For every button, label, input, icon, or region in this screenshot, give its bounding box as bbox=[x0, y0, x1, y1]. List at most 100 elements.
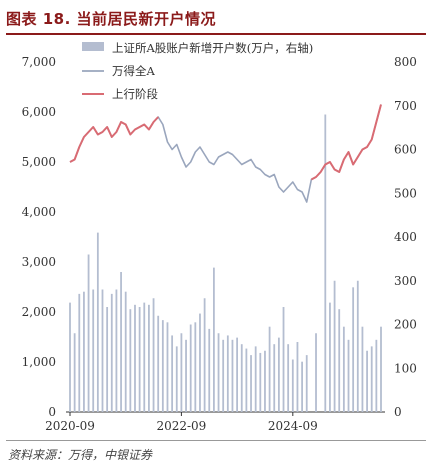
new-accounts-bar bbox=[78, 293, 81, 412]
new-accounts-bar bbox=[296, 342, 299, 412]
new-accounts-bar bbox=[203, 298, 206, 412]
chart: 0 1,000 2,000 3,000 4,000 5,000 6,000 7,000 0 100… bbox=[22, 41, 417, 433]
left-tick-label: 7,000 bbox=[22, 55, 56, 69]
new-accounts-bar bbox=[161, 320, 164, 412]
new-accounts-bar bbox=[115, 289, 118, 412]
left-tick-label: 0 bbox=[48, 405, 56, 419]
new-accounts-bar bbox=[194, 322, 197, 412]
new-accounts-bar bbox=[370, 346, 373, 412]
new-accounts-bar bbox=[259, 352, 262, 412]
new-accounts-bar bbox=[212, 267, 215, 412]
new-accounts-bar bbox=[83, 291, 85, 412]
new-accounts-bar bbox=[124, 291, 127, 412]
new-accounts-bar bbox=[352, 287, 355, 412]
new-accounts-bar bbox=[366, 350, 368, 412]
legend: 上证所A股账户新增开户数(万户，右轴) 万得全A 上行阶段 bbox=[82, 41, 313, 101]
new-accounts-bar bbox=[120, 272, 122, 412]
new-accounts-bar bbox=[171, 335, 174, 412]
new-accounts-bar bbox=[356, 280, 359, 412]
new-accounts-bar bbox=[245, 348, 248, 412]
new-accounts-bar bbox=[185, 339, 187, 412]
axes-group: 0 1,000 2,000 3,000 4,000 5,000 6,000 7,000 0 100… bbox=[22, 55, 417, 433]
right-tick-label: 600 bbox=[394, 143, 417, 157]
new-accounts-bar bbox=[291, 359, 294, 412]
new-accounts-bar bbox=[69, 302, 71, 412]
upswing-line bbox=[69, 116, 159, 163]
new-accounts-bar bbox=[152, 298, 155, 412]
new-accounts-bar bbox=[333, 280, 336, 412]
new-accounts-bar bbox=[250, 355, 252, 412]
left-tick-label: 4,000 bbox=[22, 205, 56, 219]
new-accounts-bar bbox=[143, 302, 146, 412]
source-note: 资料来源：万得，中银证券 bbox=[8, 448, 153, 462]
new-accounts-bar bbox=[301, 361, 303, 412]
new-accounts-bar bbox=[138, 307, 141, 412]
legend-label: 上证所A股账户新增开户数(万户，右轴) bbox=[112, 41, 313, 55]
new-accounts-bar bbox=[282, 307, 285, 412]
new-accounts-bar bbox=[375, 339, 378, 412]
right-tick-label: 800 bbox=[394, 55, 417, 69]
new-accounts-bar bbox=[329, 302, 331, 412]
new-accounts-bar bbox=[175, 346, 178, 412]
x-tick-label: 2024-09 bbox=[268, 419, 318, 433]
lines-group bbox=[69, 104, 382, 203]
new-accounts-bar bbox=[129, 309, 132, 412]
right-tick-label: 200 bbox=[394, 318, 417, 332]
new-accounts-bar bbox=[315, 333, 317, 412]
new-accounts-bar bbox=[305, 355, 308, 412]
new-accounts-bar bbox=[134, 304, 136, 412]
new-accounts-bar bbox=[73, 333, 76, 412]
new-accounts-bar bbox=[347, 339, 350, 412]
new-accounts-bar bbox=[277, 337, 280, 412]
legend-label: 万得全A bbox=[112, 64, 155, 78]
new-accounts-bar bbox=[236, 337, 239, 412]
bottom-rule bbox=[6, 440, 426, 441]
right-tick-label: 0 bbox=[394, 405, 402, 419]
left-tick-label: 1,000 bbox=[22, 355, 56, 369]
new-accounts-bar bbox=[324, 114, 327, 412]
new-accounts-bar bbox=[342, 326, 345, 412]
new-accounts-bar bbox=[268, 326, 271, 412]
left-tick-label: 2,000 bbox=[22, 305, 56, 319]
new-accounts-bar bbox=[180, 333, 183, 412]
new-accounts-bar bbox=[157, 315, 160, 412]
new-accounts-bar bbox=[189, 324, 192, 412]
new-accounts-bar bbox=[106, 307, 109, 412]
new-accounts-bar bbox=[96, 232, 99, 412]
new-accounts-bar bbox=[254, 346, 257, 412]
new-accounts-bar bbox=[92, 289, 95, 412]
legend-label: 上行阶段 bbox=[112, 87, 158, 101]
bars-group bbox=[69, 114, 382, 412]
new-accounts-bar bbox=[101, 289, 104, 412]
right-tick-label: 400 bbox=[394, 230, 417, 244]
new-accounts-bar bbox=[87, 254, 90, 412]
new-accounts-bar bbox=[338, 309, 341, 412]
figure-title-row: 图表 18. 当前居民新开户情况 bbox=[6, 8, 426, 32]
new-accounts-bar bbox=[264, 350, 266, 412]
right-tick-label: 700 bbox=[394, 99, 417, 113]
right-tick-label: 500 bbox=[394, 186, 417, 200]
new-accounts-bar bbox=[361, 326, 364, 412]
new-accounts-bar bbox=[166, 322, 169, 412]
title-rule bbox=[6, 33, 426, 35]
x-tick-label: 2022-09 bbox=[156, 419, 206, 433]
new-accounts-bar bbox=[287, 344, 290, 412]
new-accounts-bar bbox=[199, 313, 201, 412]
figure-title: 图表 18. 当前居民新开户情况 bbox=[6, 10, 217, 28]
new-accounts-bar bbox=[240, 344, 243, 412]
new-accounts-bar bbox=[380, 326, 382, 412]
new-accounts-bar bbox=[217, 333, 220, 412]
wind-all-a-line bbox=[69, 104, 382, 203]
new-accounts-bar bbox=[222, 339, 225, 412]
new-accounts-bar bbox=[226, 335, 229, 412]
new-accounts-bar bbox=[148, 304, 150, 412]
new-accounts-bar bbox=[231, 339, 234, 412]
new-accounts-bar bbox=[110, 293, 113, 412]
left-tick-label: 6,000 bbox=[22, 105, 56, 119]
x-tick-label: 2020-09 bbox=[45, 419, 95, 433]
new-accounts-bar bbox=[273, 344, 276, 412]
new-accounts-bar bbox=[208, 328, 211, 412]
right-tick-label: 300 bbox=[394, 274, 417, 288]
right-tick-label: 100 bbox=[394, 361, 417, 375]
left-tick-label: 3,000 bbox=[22, 255, 56, 269]
